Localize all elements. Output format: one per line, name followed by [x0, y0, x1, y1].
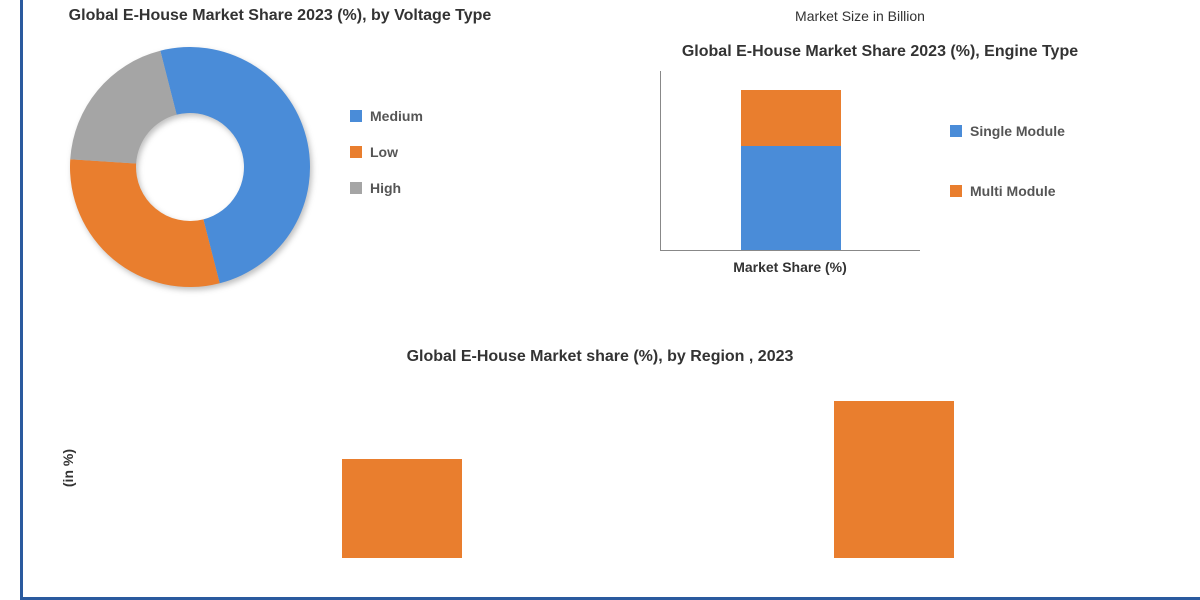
stacked-bar-legend: Single Module Multi Module [950, 71, 1065, 251]
stacked-bar-section: Market Size in Billion Global E-House Ma… [560, 4, 1200, 340]
legend-label: High [370, 180, 401, 196]
legend-item: High [350, 180, 423, 196]
legend-item: Medium [350, 108, 423, 124]
stacked-bar-segment [741, 90, 841, 146]
stacked-bar [741, 90, 841, 250]
donut-chart-legend: Medium Low High [350, 88, 423, 216]
legend-swatch [950, 125, 962, 137]
legend-swatch [350, 110, 362, 122]
legend-item: Single Module [950, 123, 1065, 139]
stacked-bar-segment [741, 146, 841, 250]
donut-chart-body: Medium Low High [0, 37, 560, 297]
legend-item: Low [350, 144, 423, 160]
stacked-bar-xlabel: Market Share (%) [660, 251, 920, 275]
region-bar-ylabel: (in %) [60, 449, 76, 487]
donut-chart-title: Global E-House Market Share 2023 (%), by… [0, 4, 560, 37]
region-bar-title: Global E-House Market share (%), by Regi… [0, 340, 1200, 378]
region-bar-section: Global E-House Market share (%), by Regi… [0, 340, 1200, 596]
legend-swatch [350, 182, 362, 194]
market-size-note: Market Size in Billion [560, 4, 1200, 24]
region-bar [342, 459, 462, 558]
stacked-bar-axes [660, 71, 920, 251]
region-bars-container [96, 378, 1200, 558]
legend-label: Single Module [970, 123, 1065, 139]
legend-label: Medium [370, 108, 423, 124]
legend-label: Multi Module [970, 183, 1056, 199]
stacked-bar-area: Single Module Multi Module [560, 71, 1200, 251]
stacked-bar-title: Global E-House Market Share 2023 (%), En… [560, 24, 1200, 71]
donut-slice [70, 159, 220, 287]
region-bar [834, 401, 954, 559]
donut-chart-canvas [60, 37, 320, 297]
legend-item: Multi Module [950, 183, 1065, 199]
region-bar-chart: (in %) [0, 378, 1200, 558]
top-row: Global E-House Market Share 2023 (%), by… [0, 0, 1200, 340]
legend-swatch [950, 185, 962, 197]
donut-slice [70, 51, 176, 164]
donut-chart-section: Global E-House Market Share 2023 (%), by… [0, 4, 560, 340]
legend-label: Low [370, 144, 398, 160]
legend-swatch [350, 146, 362, 158]
